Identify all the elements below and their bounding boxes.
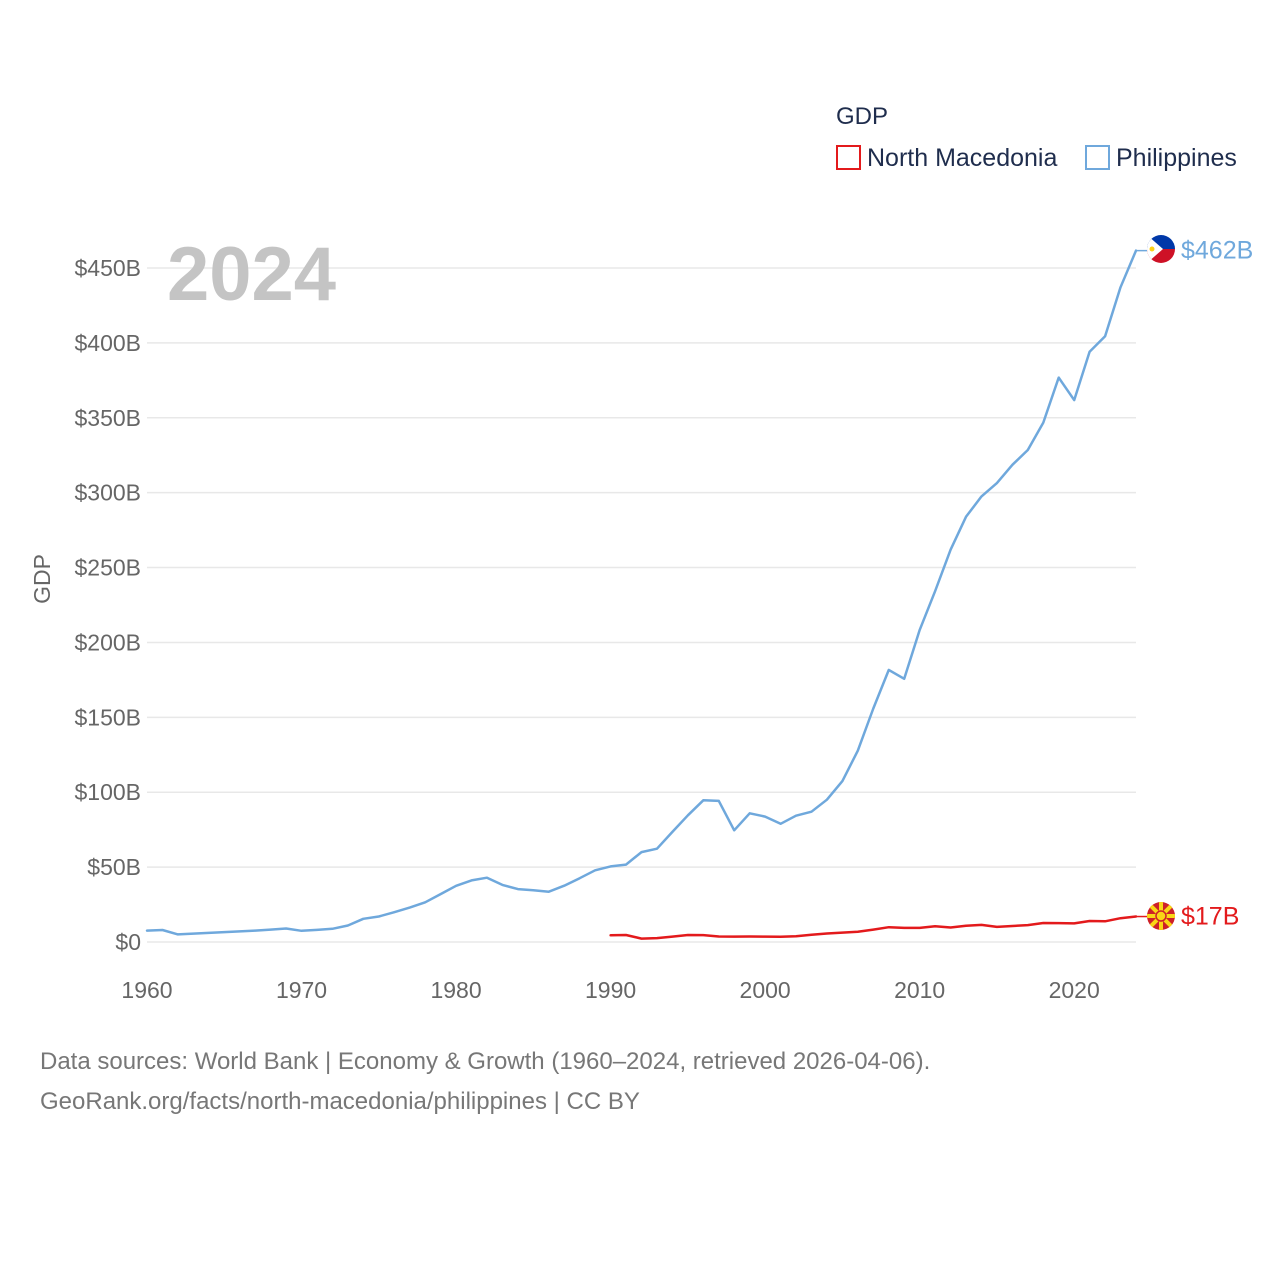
y-tick-label: $150B xyxy=(74,704,141,730)
x-axis-ticks: 1960 1970 1980 1990 2000 2010 2020 xyxy=(121,977,1099,1003)
philippines-flag-icon xyxy=(1147,235,1175,263)
legend-label-philippines: Philippines xyxy=(1116,144,1237,172)
y-axis-title: GDP xyxy=(29,554,55,604)
footer: Data sources: World Bank | Economy & Gro… xyxy=(40,1042,930,1122)
end-value-label-philippines: $462B xyxy=(1181,237,1253,265)
north-macedonia-flag-icon xyxy=(1147,902,1175,930)
series-line-north-macedonia[interactable] xyxy=(609,915,1138,940)
x-tick-label: 1960 xyxy=(121,977,172,1003)
y-tick-label: $100B xyxy=(74,779,141,805)
y-tick-label: $200B xyxy=(74,629,141,655)
x-tick-label: 1990 xyxy=(585,977,636,1003)
legend-item-north-macedonia[interactable]: North Macedonia xyxy=(836,144,1057,172)
source-url-text[interactable]: GeoRank.org/facts/north-macedonia/philip… xyxy=(40,1088,640,1115)
y-axis-ticks: $0 $50B $100B $150B $200B $250B $300B $350B $400… xyxy=(74,255,141,955)
data-sources-text: Data sources: World Bank | Economy & Gro… xyxy=(40,1048,931,1075)
y-tick-label: $0 xyxy=(115,929,141,955)
legend-title: GDP xyxy=(836,103,888,130)
end-value-label-north-macedonia: $17B xyxy=(1181,903,1239,931)
x-tick-label: 2020 xyxy=(1049,977,1100,1003)
series-line-philippines[interactable] xyxy=(145,249,1138,936)
y-tick-label: $450B xyxy=(74,255,141,281)
y-tick-label: $300B xyxy=(74,480,141,506)
y-tick-label: $250B xyxy=(74,555,141,581)
y-tick-label: $350B xyxy=(74,405,141,431)
legend-item-philippines[interactable]: Philippines xyxy=(1085,144,1237,172)
legend-swatch-north-macedonia xyxy=(836,145,861,170)
year-label: 2024 xyxy=(167,232,336,317)
legend-swatch-philippines xyxy=(1085,145,1110,170)
y-tick-label: $50B xyxy=(87,854,141,880)
gridlines xyxy=(147,267,1136,943)
y-tick-label: $400B xyxy=(74,330,141,356)
x-tick-label: 2000 xyxy=(740,977,791,1003)
legend: GDP North Macedonia Philippines xyxy=(836,103,1237,172)
x-tick-label: 1970 xyxy=(276,977,327,1003)
series-layer: $17B $462B xyxy=(145,237,1253,940)
legend-label-north-macedonia: North Macedonia xyxy=(867,144,1057,172)
x-tick-label: 1980 xyxy=(430,977,481,1003)
gdp-line-chart: $0 $50B $100B $150B $200B $250B $300B $350B $400… xyxy=(29,103,1253,1003)
x-tick-label: 2010 xyxy=(894,977,945,1003)
